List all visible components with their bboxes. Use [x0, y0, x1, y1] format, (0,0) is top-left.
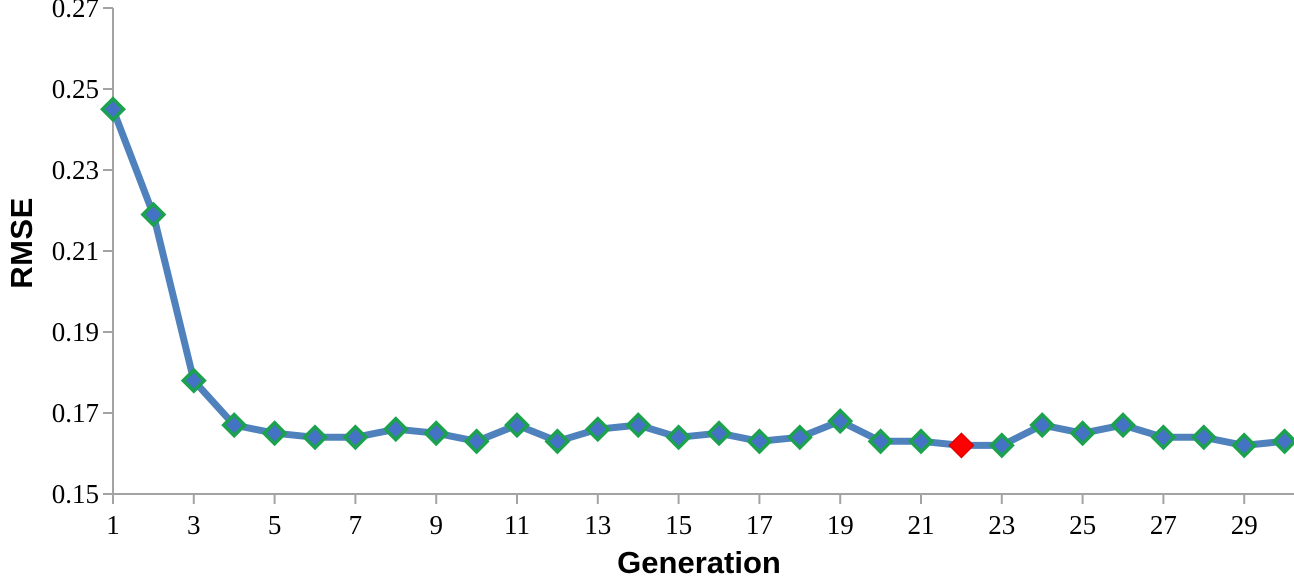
data-point-marker: [1029, 412, 1056, 439]
rmse-series-line: [109, 105, 1289, 449]
y-tick-label: 0.23: [52, 155, 99, 185]
data-point-marker: [302, 424, 328, 451]
y-tick-labels: 0.15 0.17 0.19 0.21 0.23 0.25 0.27: [52, 0, 113, 509]
x-axis-title: Generation: [617, 545, 781, 580]
data-point-marker: [504, 412, 530, 439]
data-point-marker: [1069, 420, 1096, 447]
data-point-marker: [544, 428, 571, 455]
x-tick-label: 9: [429, 510, 443, 540]
data-point-marker: [786, 424, 813, 451]
x-tick-labels: 1 3 5 7 9 11 13 15 17 19 21 23 25 27 29: [106, 494, 1258, 540]
data-point-markers: [100, 96, 1294, 459]
data-point-marker: [1110, 412, 1136, 439]
x-tick-label: 21: [908, 510, 935, 540]
data-point-marker: [180, 367, 207, 394]
y-tick-label: 0.21: [52, 236, 99, 266]
x-tick-label: 19: [827, 510, 854, 540]
x-tick-label: 5: [268, 510, 282, 540]
data-point-marker: [746, 428, 773, 455]
data-point-marker: [1271, 428, 1294, 455]
data-point-marker: [988, 432, 1015, 459]
x-tick-label: 29: [1231, 510, 1258, 540]
data-point-marker: [665, 424, 692, 451]
x-tick-label: 13: [584, 510, 611, 540]
x-tick-label: 25: [1069, 510, 1096, 540]
x-tick-label: 3: [187, 510, 201, 540]
x-tick-label: 17: [746, 510, 773, 540]
data-point-marker: [221, 412, 248, 439]
y-tick-label: 0.15: [52, 479, 99, 509]
y-tick-label: 0.19: [52, 317, 99, 347]
x-tick-label: 15: [665, 510, 692, 540]
x-tick-label: 23: [988, 510, 1015, 540]
y-axis-title: RMSE: [4, 197, 39, 289]
data-point-marker: [1190, 424, 1217, 451]
data-point-marker: [342, 424, 369, 451]
y-tick-label: 0.17: [52, 398, 99, 428]
x-tick-label: 7: [349, 510, 363, 540]
data-point-marker: [625, 412, 652, 439]
data-point-marker: [140, 201, 167, 228]
y-tick-label: 0.27: [52, 0, 99, 23]
data-point-marker: [1150, 424, 1177, 451]
highlighted-data-point-marker: [948, 432, 975, 459]
data-point-marker: [584, 416, 611, 443]
data-point-marker: [100, 96, 126, 123]
x-tick-label: 1: [106, 510, 120, 540]
data-point-marker: [867, 428, 894, 455]
data-point-marker: [423, 420, 450, 447]
data-point-marker: [261, 420, 288, 447]
x-tick-label: 27: [1150, 510, 1177, 540]
data-point-marker: [706, 420, 732, 447]
data-point-marker: [1231, 432, 1258, 459]
y-tick-label: 0.25: [52, 74, 99, 104]
data-point-marker: [382, 416, 409, 443]
data-point-marker: [827, 408, 854, 435]
x-tick-label: 11: [504, 510, 530, 540]
data-point-marker: [908, 428, 934, 455]
data-point-marker: [463, 428, 490, 455]
